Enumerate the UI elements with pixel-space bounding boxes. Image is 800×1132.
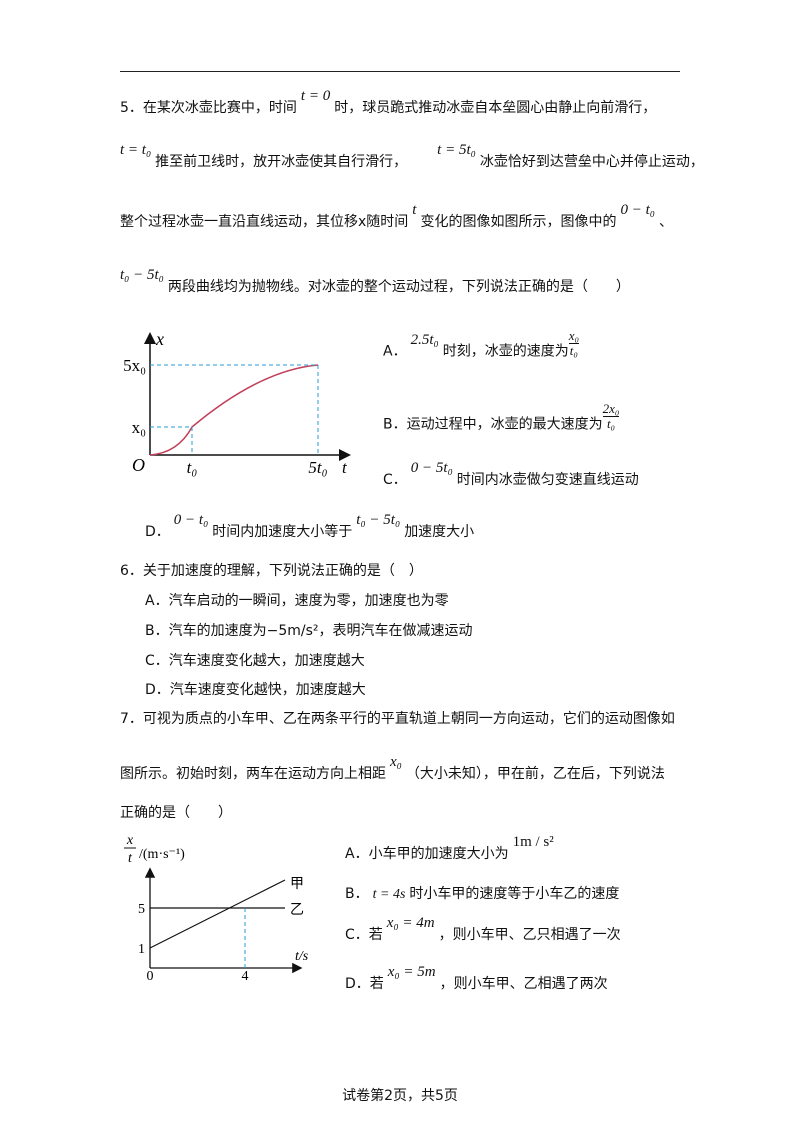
fraction: x₀ t₀ [568,328,580,358]
numerator: x₀ [568,328,580,344]
footer: 试卷第2页，共5页 [342,1088,458,1104]
curve [149,364,319,456]
math: t₀ − 5t₀ [356,512,401,528]
text: C．若 [345,927,383,943]
figure-xt-t: x t /(m·s⁻¹) t/s 5 1 0 4 甲 乙 [124,833,309,980]
denominator: t₀ [606,416,616,431]
option: D．0 − t₀时间内加速度大小等于t₀ − 5t₀加速度大小 [145,512,475,542]
text: 时小车甲的速度等于小车乙的速度 [409,886,620,902]
text: 时，球员跪式推动冰壶自本垒圆心由静止向前滑行， [334,100,657,116]
text: 图所示。初始时刻，两车在运动方向上相距 [120,766,386,782]
numerator: 2x₀ [602,401,620,417]
axis-label: x [155,329,164,349]
tick-label: 5t₀ [308,458,327,477]
line-jia [149,879,286,949]
text: 时间内冰壶做匀变速直线运动 [456,472,639,488]
axis-unit: /(m·s⁻¹) [139,847,185,862]
option: B．汽车的加速度为−5m/s²，表明汽车在做减速运动 [145,623,473,639]
math: x₀ = 4m [386,915,435,931]
math: 0 − 5t₀ [410,460,453,476]
option: A．2.5t₀时刻，冰壶的速度为 x₀ t₀ [383,329,580,366]
option: D．汽车速度变化越快，加速度越大 [145,682,366,698]
line-label: 乙 [290,902,304,918]
text: C． [383,472,407,488]
text: 7．可视为质点的小车甲、乙在两条平行的平直轨道上朝同一方向运动，它们的运动图像如 [120,711,675,727]
math: x₀ [390,754,402,770]
q5-line: t = t₀推至前卫线时，放开冰壶使其自行滑行， t = 5t₀冰壶恰好到达营垒中… [120,142,704,172]
q7-line: 正确的是（ ） [120,803,232,823]
text: 整个过程冰壶一直沿直线运动，其位移x随时间 [120,214,409,230]
text: 5．在某次冰壶比赛中，时间 [120,100,297,116]
q5-line: t₀ − 5t₀两段曲线均为抛物线。对冰壶的整个运动过程，下列说法正确的是（ ） [120,267,630,297]
tick-label: t₀ [187,458,198,477]
option: C．若x₀ = 4m，则小车甲、乙只相遇了一次 [345,915,621,945]
text: D． [145,524,170,540]
tick-label: x₀ [132,418,147,437]
tick-label: 0 [147,969,154,980]
q7-line: 图所示。初始时刻，两车在运动方向上相距x₀（大小未知），甲在前，乙在后，下列说法 [120,754,665,784]
text: B． [345,886,369,902]
text: 两段曲线均为抛物线。对冰壶的整个运动过程，下列说法正确的是（ ） [167,279,630,295]
math: t = 5t₀ [437,142,476,158]
q5-line: 整个过程冰壶一直沿直线运动，其位移x随时间t变化的图像如图所示，图像中的0 − … [120,202,673,232]
text: 冰壶恰好到达营垒中心并停止运动， [479,154,704,170]
q6-stem: 6．关于加速度的理解，下列说法正确的是（ ） [120,563,423,579]
option: C．汽车速度变化越大，加速度越大 [145,653,365,669]
math: t = 4s [372,887,406,902]
text: A．小车甲的加速度大小为 [345,846,509,862]
text: D．若 [345,976,384,992]
math: x₀ = 5m [387,964,436,980]
math: 0 − t₀ [173,512,209,528]
text: 、 [658,214,673,230]
text: 正确的是（ ） [120,805,232,821]
line-label: 甲 [290,877,304,892]
figure-x-t: x t O 5x₀ x₀ t₀ 5t₀ [123,329,351,477]
text: 加速度大小 [404,524,475,540]
option: B．运动过程中，冰壶的最大速度为 2x₀ t₀ [383,402,620,439]
math: t₀ − 5t₀ [120,267,164,283]
denominator: t₀ [569,343,578,358]
axis-label: t/s [295,949,309,964]
option: B． t = 4s 时小车甲的速度等于小车乙的速度 [345,884,619,905]
axis-label: t [342,458,348,477]
q5-line: 5．在某次冰壶比赛中，时间t = 0时，球员跪式推动冰壶自本垒圆心由静止向前滑行… [120,88,657,118]
axis-label: x [126,833,134,848]
option: D．若x₀ = 5m，则小车甲、乙相遇了两次 [345,964,608,994]
text: 变化的图像如图所示，图像中的 [420,214,617,230]
math: t = 0 [300,88,331,104]
q7-line: 7．可视为质点的小车甲、乙在两条平行的平直轨道上朝同一方向运动，它们的运动图像如 [120,709,675,729]
option: A．汽车启动的一瞬间，速度为零，加速度也为零 [145,593,449,609]
tick-label: 5 [138,902,145,917]
origin-label: O [132,455,145,475]
text: ，则小车甲、乙只相遇了一次 [438,927,621,943]
text: B．运动过程中，冰壶的最大速度为 [383,416,603,433]
tick-label: 5x₀ [123,356,146,375]
text: A． [383,343,407,360]
math: t [412,202,417,218]
top-rule [120,71,680,72]
text: （大小未知），甲在前，乙在后，下列说法 [405,766,665,782]
math: 1m / s² [512,834,554,850]
text: 推至前卫线时，放开冰壶使其自行滑行， [155,154,408,170]
math: t = t₀ [120,142,152,158]
text: 时刻，冰壶的速度为 [442,343,569,360]
text: 时间内加速度大小等于 [212,524,353,540]
guide-lines [150,364,319,455]
text: ，则小车甲、乙相遇了两次 [439,976,608,992]
option: A．小车甲的加速度大小为1m / s² [345,834,558,864]
tick-label: 1 [138,942,145,957]
math: 2.5t₀ [410,331,439,348]
fraction: 2x₀ t₀ [602,401,620,431]
math: 0 − t₀ [620,202,655,218]
tick-label: 4 [242,969,249,980]
axis-label: t [128,851,133,866]
option: C．0 − 5t₀时间内冰壶做匀变速直线运动 [383,460,639,490]
